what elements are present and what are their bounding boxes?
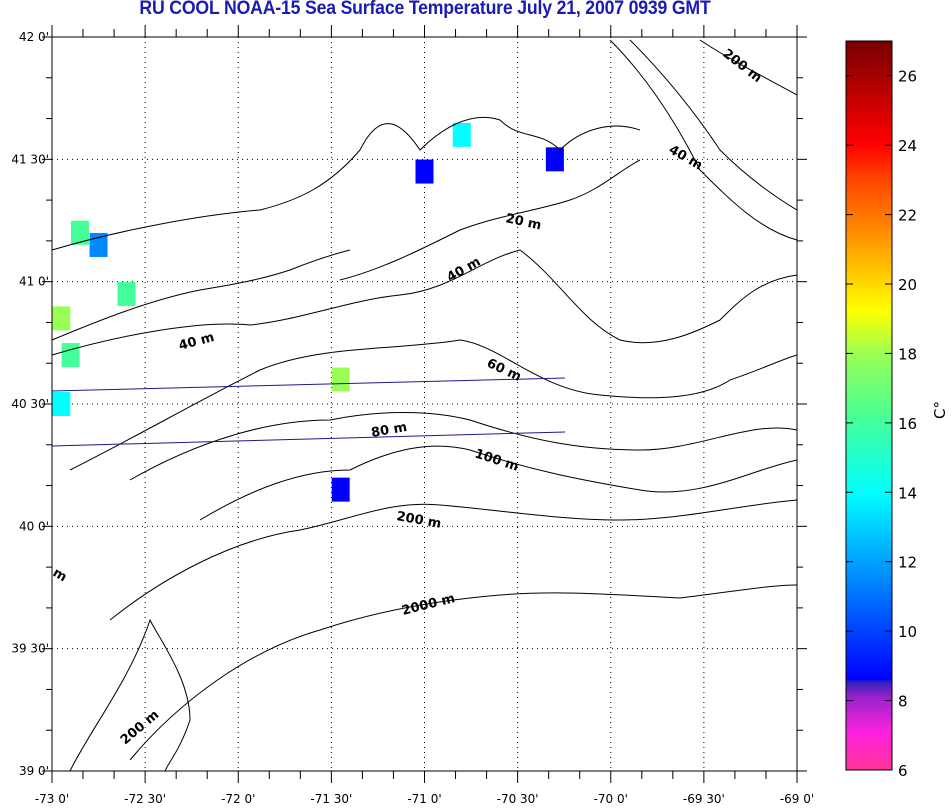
colorbar-tick-label: 12 <box>898 554 917 572</box>
colorbar <box>845 40 893 771</box>
colorbar-tick-label: 24 <box>898 137 917 155</box>
colorbar-unit-label: C° <box>931 401 949 419</box>
lon-tick-label: -71 30' <box>310 792 352 806</box>
coastline <box>51 116 641 251</box>
bathymetry-contours <box>51 39 798 772</box>
sst-pixel-patch <box>331 367 350 392</box>
colorbar-tick-label: 20 <box>898 276 917 294</box>
axis-ticks <box>42 25 807 783</box>
satellite-track-lines <box>51 377 566 447</box>
contour-label: 200 m <box>720 46 765 86</box>
sst-pixel-patch <box>52 392 71 416</box>
contour-label: 40 m <box>445 254 484 285</box>
contour-label: 2000 m <box>400 591 456 619</box>
sst-pixel-patch <box>117 281 136 306</box>
lat-tick-label: 39 30' <box>11 642 49 656</box>
contour-label: 100 m <box>473 447 521 475</box>
map-title: RU COOL NOAA-15 Sea Surface Temperature … <box>139 0 711 19</box>
contour-40m <box>51 249 798 356</box>
contour-200m-sw <box>69 618 191 772</box>
colorbar-tick-label: 8 <box>898 693 908 711</box>
colorbar-tick-label: 6 <box>898 762 908 780</box>
contour-label: 200 m <box>118 708 162 749</box>
contour-shelf-east <box>609 39 798 241</box>
contour-60m <box>69 339 798 471</box>
contour-100m <box>199 445 798 521</box>
colorbar-tick-label: 26 <box>898 68 917 86</box>
lat-tick-label: 40 30' <box>11 397 49 411</box>
sst-pixel-patch <box>415 159 434 184</box>
contour-label: 200 m <box>395 509 442 532</box>
lon-tick-label: -72 0' <box>221 792 255 806</box>
sst-pixel-patch <box>452 122 471 147</box>
contour-label: 40 m <box>666 142 705 173</box>
sst-pixel-patch <box>545 147 564 172</box>
sst-patches <box>52 122 564 502</box>
colorbar-tick-label: 22 <box>898 207 917 225</box>
contour-shelf-east2 <box>629 39 798 211</box>
contour-shelf-east3 <box>699 39 798 96</box>
sst-pixel-patch <box>331 477 350 502</box>
contour-label: 80 m <box>370 420 408 441</box>
lat-tick-label: 41 0' <box>19 275 49 289</box>
contour-label: 60 m <box>484 356 523 385</box>
lon-tick-label: -69 0' <box>780 792 814 806</box>
colorbar-tick-label: 10 <box>898 623 917 641</box>
coastline-long-island <box>51 249 351 341</box>
lon-tick-label: -73 0' <box>35 792 69 806</box>
grid-lines <box>52 37 797 771</box>
contour-2000m <box>129 584 798 761</box>
lat-tick-label: 40 0' <box>19 519 49 533</box>
colorbar-tick-label: 18 <box>898 345 917 363</box>
sst-pixel-patch <box>52 306 71 331</box>
lon-tick-label: -71 0' <box>407 792 441 806</box>
contour-label: m <box>50 565 69 585</box>
lat-tick-label: 41 30' <box>11 152 49 166</box>
colorbar-tick-label: 16 <box>898 415 917 433</box>
sst-pixel-patch <box>70 220 89 245</box>
contour-20m <box>339 159 641 281</box>
sst-pixel-patch <box>89 232 108 257</box>
contour-80m <box>129 412 798 481</box>
lon-tick-label: -70 30' <box>497 792 539 806</box>
lon-tick-label: -69 30' <box>683 792 725 806</box>
contour-label: 20 m <box>504 211 543 233</box>
lat-tick-label: 39 0' <box>19 764 49 778</box>
colorbar-tick-label: 14 <box>898 484 917 502</box>
colorbar-ticks: 6 8 10 12 14 16 18 20 22 24 26 <box>846 68 917 780</box>
lon-tick-label: -72 30' <box>124 792 166 806</box>
lon-tick-label: -70 0' <box>594 792 628 806</box>
axis-tick-labels: -73 0' -72 30' -72 0' -71 30' -71 0' -70 30' -… <box>11 30 814 806</box>
contour-200m <box>109 499 798 621</box>
contour-label: 40 m <box>177 330 216 354</box>
lat-tick-label: 42 0' <box>19 30 49 44</box>
sst-pixel-patch <box>61 343 80 368</box>
